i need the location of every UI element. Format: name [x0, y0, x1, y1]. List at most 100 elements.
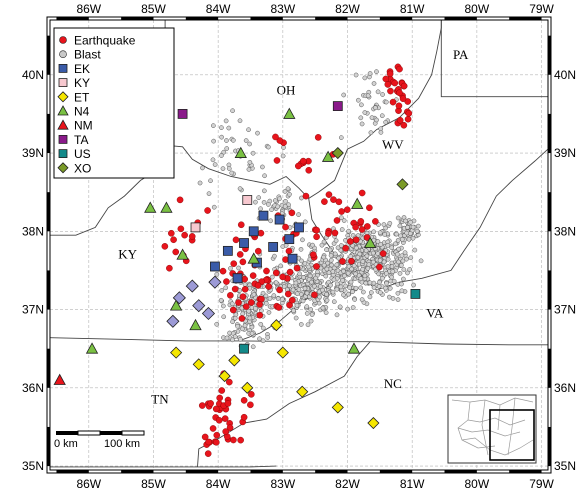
blast-marker — [377, 230, 383, 236]
station-ek-marker — [222, 245, 233, 256]
blast-marker — [347, 285, 353, 291]
blast-marker — [352, 297, 358, 302]
blast-marker — [330, 289, 336, 295]
blast-marker — [258, 206, 263, 212]
blast-marker — [220, 166, 226, 171]
earthquake-marker — [218, 387, 226, 394]
blast-marker — [298, 322, 304, 327]
station-et-marker — [270, 319, 283, 332]
blast-marker — [243, 138, 249, 143]
y-tick-label-right: 39N — [554, 146, 576, 160]
earthquake-marker — [219, 267, 227, 275]
blast-marker — [246, 308, 252, 314]
blast-marker — [405, 270, 410, 276]
blast-marker — [256, 195, 262, 200]
station-diamond-marker — [185, 279, 199, 293]
blast-marker — [304, 290, 310, 296]
blast-marker — [407, 267, 413, 272]
blast-marker — [229, 170, 235, 176]
blast-marker — [403, 218, 408, 224]
earthquake-marker — [170, 236, 177, 244]
blast-marker — [296, 287, 302, 292]
blast-marker — [396, 246, 401, 252]
frame-segment — [47, 426, 50, 467]
blast-marker — [272, 198, 278, 203]
station-n4-marker — [347, 342, 361, 354]
earthquake-marker — [238, 315, 246, 322]
blast-marker — [294, 291, 300, 297]
legend-marker-ta — [58, 134, 68, 144]
frame-segment — [47, 35, 50, 75]
scale-bar-segment-1 — [56, 431, 78, 435]
earthquake-marker — [242, 303, 250, 310]
blast-marker — [269, 274, 275, 280]
frame-segment — [250, 17, 283, 20]
blast-marker — [285, 186, 291, 192]
blast-marker — [272, 253, 277, 259]
earthquake-marker — [382, 75, 390, 83]
earthquake-marker — [215, 416, 223, 424]
earthquake-marker — [339, 258, 346, 265]
earthquake-marker — [177, 225, 185, 233]
earthquake-marker — [299, 157, 307, 165]
blast-marker — [390, 269, 396, 274]
blast-marker — [223, 285, 229, 291]
blast-marker — [247, 315, 253, 321]
y-tick-label-right: 40N — [554, 68, 576, 82]
earthquake-marker — [254, 282, 262, 289]
blast-marker — [370, 250, 376, 256]
earthquake-marker — [166, 264, 173, 272]
blast-marker — [297, 271, 303, 277]
frame-segment — [250, 470, 283, 473]
blast-marker — [360, 266, 366, 272]
blast-marker — [282, 189, 288, 194]
blast-marker — [383, 285, 388, 291]
x-tick-label-top: 82W — [335, 2, 360, 16]
blast-marker — [334, 262, 340, 268]
earthquake-events — [161, 63, 413, 457]
x-tick-label-top: 81W — [400, 2, 425, 16]
station-et-marker — [192, 358, 205, 371]
earthquake-marker — [275, 304, 283, 311]
earthquake-marker — [249, 272, 257, 279]
earthquake-marker — [364, 223, 371, 230]
frame-segment — [121, 470, 154, 473]
station-et-marker — [241, 381, 254, 394]
earthquake-marker — [314, 134, 322, 141]
blast-marker — [211, 204, 217, 210]
blast-marker — [341, 92, 347, 98]
earthquake-marker — [229, 306, 237, 314]
blast-marker — [363, 280, 369, 286]
blast-marker — [239, 326, 245, 332]
blast-marker — [328, 282, 333, 288]
frame-segment — [47, 192, 50, 232]
blast-marker — [353, 285, 359, 291]
blast-marker — [340, 278, 346, 283]
blast-marker — [330, 269, 336, 274]
blast-marker — [399, 281, 404, 287]
blast-marker — [223, 118, 229, 124]
boundary-ky-tn-line — [49, 337, 239, 342]
blast-marker — [287, 191, 292, 197]
station-n4-marker — [144, 201, 157, 213]
blast-marker — [375, 89, 381, 95]
legend-marker-xo — [57, 162, 69, 174]
blast-marker — [402, 250, 408, 256]
frame-segment — [315, 470, 348, 473]
frame-segment — [47, 270, 50, 310]
earthquake-marker — [366, 204, 373, 212]
blast-marker — [242, 323, 248, 329]
earthquake-marker — [325, 230, 332, 237]
blast-marker — [265, 335, 271, 340]
earthquake-marker — [295, 162, 302, 170]
frame-segment — [444, 470, 477, 473]
x-tick-label-bottom: 86W — [76, 477, 101, 491]
blast-marker — [383, 271, 389, 276]
blast-marker — [293, 315, 299, 321]
blast-marker — [410, 235, 416, 241]
earthquake-marker — [207, 400, 214, 407]
earthquake-marker — [358, 189, 366, 197]
earthquake-marker — [386, 70, 394, 78]
earthquake-marker — [209, 425, 217, 432]
earthquake-marker — [227, 292, 234, 299]
